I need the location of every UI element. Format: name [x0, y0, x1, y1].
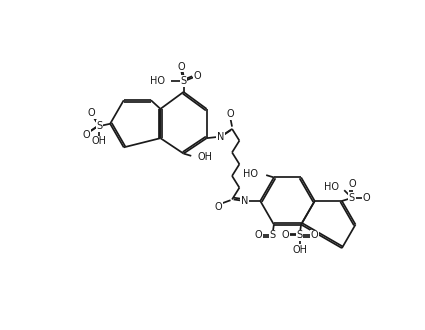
Text: O: O — [255, 230, 262, 240]
Text: O: O — [177, 62, 185, 72]
Text: S: S — [349, 193, 355, 203]
Text: OH: OH — [92, 137, 107, 147]
Text: N: N — [217, 132, 224, 142]
Text: S: S — [96, 121, 102, 131]
Text: N: N — [241, 196, 248, 206]
Text: O: O — [214, 202, 222, 212]
Text: OH: OH — [197, 152, 212, 162]
Text: HO: HO — [244, 169, 258, 179]
Text: OH: OH — [292, 245, 307, 255]
Text: S: S — [269, 230, 275, 240]
Text: S: S — [181, 76, 187, 86]
Text: O: O — [88, 108, 96, 118]
Text: O: O — [348, 179, 356, 189]
Text: O: O — [310, 230, 318, 240]
Text: O: O — [194, 71, 201, 81]
Text: S: S — [297, 230, 303, 240]
Text: O: O — [82, 130, 90, 140]
Text: HO: HO — [324, 182, 339, 192]
Text: HO: HO — [150, 76, 165, 86]
Text: O: O — [281, 230, 289, 240]
Text: O: O — [363, 193, 370, 203]
Text: O: O — [227, 109, 234, 119]
